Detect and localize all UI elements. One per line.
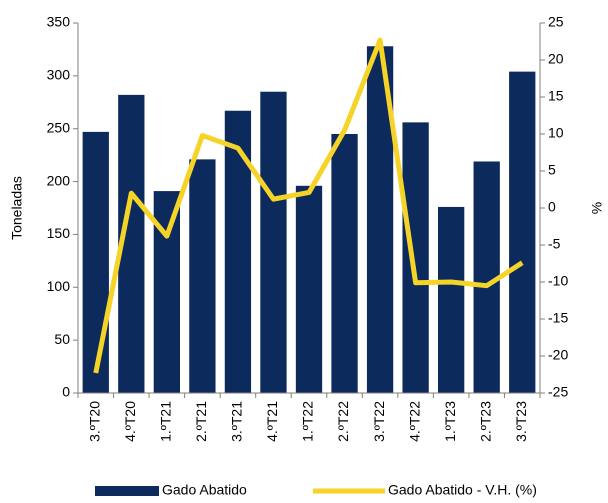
y2-tick-label: -10 [548, 273, 568, 289]
y2-tick-label: 0 [548, 199, 556, 215]
y-axis-label: Toneladas [9, 176, 25, 240]
bar [82, 131, 109, 393]
y2-tick-label: 10 [548, 125, 564, 141]
y2-tick-label: -25 [548, 384, 568, 400]
x-tick-label: 3.ºT22 [371, 401, 387, 442]
bar [331, 134, 358, 393]
y2-tick-label: 25 [548, 14, 564, 30]
y2-axis-label: % [589, 202, 605, 214]
y-tick-label: 250 [47, 119, 71, 135]
y-tick-label: 0 [62, 384, 70, 400]
y2-tick-label: 20 [548, 51, 564, 67]
y-tick-label: 350 [47, 14, 71, 30]
x-tick-label: 2.ºT23 [477, 401, 493, 442]
bar [438, 206, 465, 393]
bar [189, 159, 216, 393]
x-tick-label: 2.ºT21 [193, 401, 209, 442]
y2-tick-label: 15 [548, 88, 564, 104]
y-tick-label: 200 [47, 172, 71, 188]
legend-label: Gado Abatido - V.H. (%) [388, 482, 537, 498]
x-tick-label: 4.ºT21 [264, 401, 280, 442]
y2-tick-label: -5 [548, 236, 561, 252]
x-tick-label: 3.ºT21 [229, 401, 245, 442]
bar [295, 185, 323, 393]
y2-tick-label: -15 [548, 310, 568, 326]
x-tick-label: 4.ºT22 [406, 401, 422, 442]
legend-swatch [95, 486, 159, 496]
x-tick-label: 4.ºT20 [122, 401, 138, 442]
x-tick-label: 1.ºT23 [442, 401, 458, 442]
y-tick-label: 50 [54, 331, 70, 347]
legend-label: Gado Abatido [162, 482, 247, 498]
line-series [93, 37, 524, 374]
bar [224, 110, 252, 393]
x-tick-label: 1.ºT21 [158, 401, 174, 442]
bar [509, 71, 536, 393]
x-tick-label: 1.ºT22 [300, 401, 316, 442]
bar [402, 122, 429, 393]
y2-tick-label: -20 [548, 347, 568, 363]
x-tick-label: 3.ºT23 [513, 401, 529, 442]
x-tick-label: 2.ºT22 [335, 401, 351, 442]
x-tick-label: 3.ºT20 [86, 401, 102, 442]
y-tick-label: 300 [47, 67, 71, 83]
bar [260, 91, 287, 393]
y2-tick-label: 5 [548, 162, 556, 178]
y-tick-label: 100 [47, 278, 71, 294]
y-tick-label: 150 [47, 225, 71, 241]
